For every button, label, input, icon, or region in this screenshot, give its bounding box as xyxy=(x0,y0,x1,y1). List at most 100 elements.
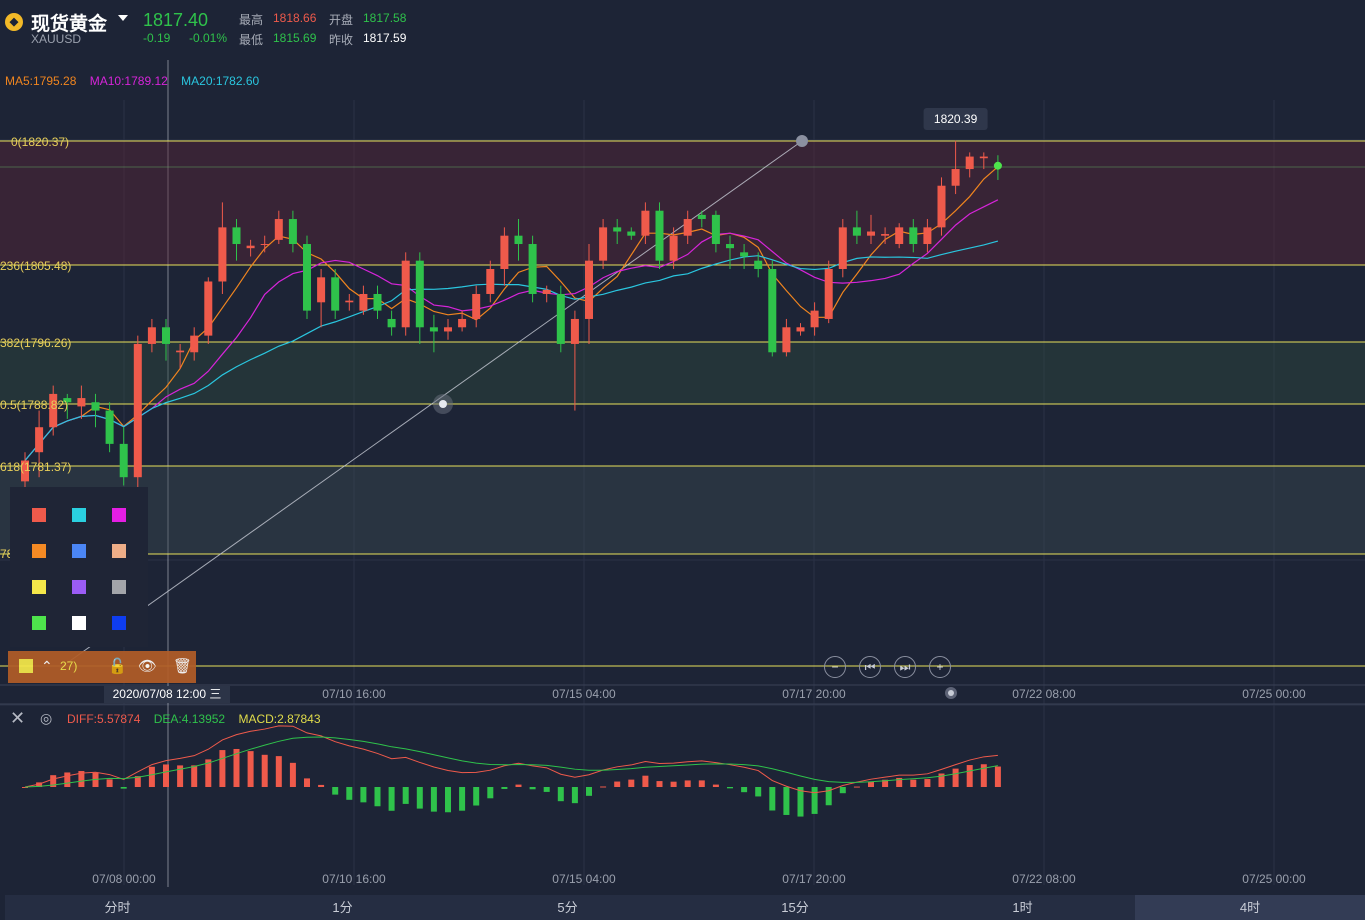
color-swatch[interactable] xyxy=(72,544,86,558)
trash-icon[interactable]: 🗑 xyxy=(173,658,193,675)
tab-4h[interactable]: 4时 xyxy=(1135,895,1365,920)
candle-body xyxy=(260,244,269,246)
tab-fenshi[interactable]: 分时 xyxy=(104,900,131,915)
prev-button[interactable]: ⏮ xyxy=(859,656,881,678)
tab-5min[interactable]: 5分 xyxy=(557,900,578,915)
macd-bar xyxy=(741,787,748,793)
high-tooltip-text: 1820.39 xyxy=(934,112,978,126)
macd-bar xyxy=(600,786,607,788)
color-swatch[interactable] xyxy=(72,580,86,594)
macd-bar xyxy=(501,787,508,789)
color-swatch[interactable] xyxy=(112,508,126,522)
stat-label: 昨收 xyxy=(329,33,354,47)
color-swatch[interactable] xyxy=(32,544,46,558)
candle-body xyxy=(331,277,340,311)
candle-body xyxy=(133,343,142,478)
candle-body xyxy=(218,227,227,282)
stat-label: 最高 xyxy=(239,13,264,27)
macd-bar xyxy=(233,748,240,787)
macd-bar xyxy=(388,787,395,811)
chevron-down-icon[interactable] xyxy=(118,15,128,21)
x-axis: 07/08 00:00 07/10 16:00 07/10 16:00 07/15 0… xyxy=(92,687,1306,886)
stat-value: 1817.58 xyxy=(363,11,407,25)
macd-bar xyxy=(416,787,423,809)
x-tick-label: 07/25 00:00 xyxy=(1242,872,1306,886)
color-swatch[interactable] xyxy=(72,616,86,630)
main-chart[interactable]: 1820.39 07/08 00:00 07/10 16:00 07/10 16:0… xyxy=(0,0,1365,895)
stat-label: 最低 xyxy=(239,33,264,47)
macd-bar xyxy=(515,784,522,787)
candle-body xyxy=(824,268,833,319)
macd-bar xyxy=(374,787,381,807)
toolbar-label: 27) xyxy=(60,659,78,673)
fib-labels: 0(1820.37) 236(1805.48) 382(1796.26) 0.5(17… xyxy=(0,135,71,561)
instrument-name[interactable]: 现货黄金 xyxy=(31,14,108,35)
macd-bar xyxy=(839,787,846,794)
candle-body xyxy=(796,327,805,332)
macd-bar xyxy=(177,765,184,787)
unlock-icon[interactable]: 🔓 xyxy=(108,658,127,675)
tab-15min[interactable]: 15分 xyxy=(781,900,809,915)
candle-body xyxy=(429,327,438,332)
zoom-in-button[interactable]: + xyxy=(929,656,951,678)
candle-body xyxy=(21,460,29,482)
macd-bar xyxy=(120,787,127,789)
macd-bar xyxy=(64,772,71,787)
tab-1h[interactable]: 1时 xyxy=(1012,900,1033,915)
macd-bar xyxy=(797,787,804,817)
candle-body xyxy=(697,214,706,220)
price-change: -0.19 xyxy=(143,31,171,45)
macd-bar xyxy=(642,775,649,787)
eye-icon[interactable]: 👁 xyxy=(138,658,158,675)
macd-bar xyxy=(783,787,790,815)
color-swatch[interactable] xyxy=(112,580,126,594)
candle-body xyxy=(77,398,86,407)
macd-bar xyxy=(445,787,451,813)
gold-coin-icon: ◆ xyxy=(5,13,23,31)
candle-body xyxy=(979,156,988,159)
next-button[interactable]: ⏭ xyxy=(894,656,916,678)
candle-body xyxy=(373,293,382,311)
candle-body xyxy=(415,260,424,328)
color-swatch[interactable] xyxy=(72,508,86,522)
close-icon[interactable]: ✕ xyxy=(10,708,26,728)
x-tick-label: 07/08 00:00 xyxy=(92,872,156,886)
crosshair-date: 2020/07/08 12:00 三 xyxy=(104,686,230,703)
x-tick-label: 07/17 20:00 xyxy=(782,872,846,886)
trend-line[interactable] xyxy=(59,135,957,699)
color-swatch[interactable] xyxy=(112,544,126,558)
macd-bar xyxy=(727,787,733,789)
candle-body xyxy=(669,235,678,261)
candle-body xyxy=(500,235,509,269)
macd-bar xyxy=(78,771,85,787)
macd-bar xyxy=(755,787,762,797)
color-swatch[interactable] xyxy=(32,508,46,522)
instrument-symbol: XAUUSD xyxy=(31,32,82,46)
color-swatch[interactable] xyxy=(32,580,46,594)
macd-bar xyxy=(628,779,635,787)
macd-bar xyxy=(924,779,931,787)
macd-bar xyxy=(769,787,776,811)
chevron-up-icon[interactable]: ⌃ xyxy=(41,658,53,674)
zoom-out-button[interactable]: − xyxy=(824,656,846,678)
candle-body xyxy=(599,227,608,261)
tab-1min[interactable]: 1分 xyxy=(332,900,353,915)
settings-icon[interactable]: ◎ xyxy=(40,710,53,726)
fib-level-label: 382(1796.26) xyxy=(0,336,71,350)
trend-handle-end xyxy=(796,135,808,147)
candle-body xyxy=(63,398,72,403)
color-swatch[interactable] xyxy=(112,616,126,630)
candle-body xyxy=(359,293,368,311)
current-color-swatch[interactable] xyxy=(19,659,33,673)
macd-bar xyxy=(304,778,310,787)
candle-body xyxy=(923,227,932,245)
macd-bar xyxy=(557,787,564,802)
stat-value: 1818.66 xyxy=(273,11,317,25)
color-swatch[interactable] xyxy=(32,616,46,630)
x-tick-label: 07/15 04:00 xyxy=(552,687,616,701)
macd-bar xyxy=(543,787,550,792)
candle-body xyxy=(585,260,593,319)
macd-bar xyxy=(684,780,691,787)
fib-level-label: 236(1805.48) xyxy=(0,259,71,273)
macd-bar xyxy=(247,751,254,787)
